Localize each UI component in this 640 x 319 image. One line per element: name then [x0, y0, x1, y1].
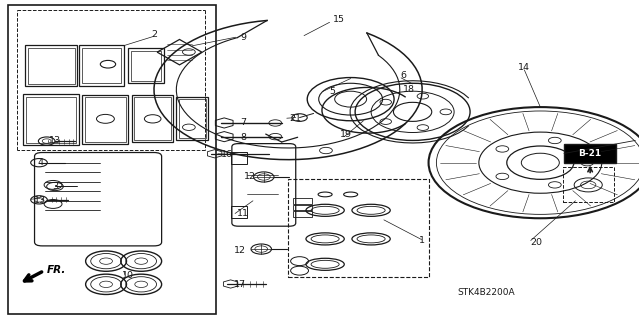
- Text: 9: 9: [241, 33, 246, 42]
- Text: 18: 18: [403, 85, 415, 94]
- Bar: [26, 97, 76, 143]
- Bar: [25, 45, 77, 86]
- Text: 13: 13: [34, 196, 46, 205]
- Text: 17: 17: [234, 280, 246, 289]
- Text: 15: 15: [333, 15, 345, 24]
- Text: 12: 12: [234, 246, 246, 255]
- Bar: [179, 99, 205, 138]
- Bar: [293, 204, 312, 210]
- Bar: [176, 97, 208, 140]
- Text: 8: 8: [241, 133, 246, 142]
- Text: 12: 12: [244, 173, 256, 182]
- Text: STK4B2200A: STK4B2200A: [457, 288, 515, 297]
- Bar: [79, 45, 124, 86]
- Bar: [563, 167, 614, 202]
- Bar: [230, 152, 246, 164]
- Text: B-21: B-21: [579, 149, 602, 158]
- Bar: [8, 5, 216, 314]
- Bar: [28, 48, 75, 84]
- Text: FR.: FR.: [47, 265, 66, 275]
- Text: 21: 21: [290, 114, 301, 123]
- Bar: [132, 95, 173, 142]
- Bar: [85, 97, 126, 142]
- Bar: [83, 95, 129, 144]
- Text: 20: 20: [530, 238, 542, 247]
- Text: 13: 13: [49, 136, 61, 145]
- Text: 7: 7: [241, 118, 246, 128]
- Text: 16: 16: [221, 150, 234, 159]
- Text: 14: 14: [518, 63, 531, 72]
- Text: 19: 19: [340, 130, 351, 138]
- Bar: [288, 179, 429, 277]
- Text: 3: 3: [52, 182, 58, 191]
- Bar: [82, 48, 122, 83]
- Text: 2: 2: [151, 30, 157, 39]
- Text: 10: 10: [122, 271, 134, 280]
- Bar: [23, 94, 79, 145]
- Bar: [230, 205, 246, 218]
- Bar: [293, 198, 312, 204]
- Text: 5: 5: [330, 87, 336, 96]
- Bar: [129, 48, 164, 83]
- Bar: [564, 144, 616, 163]
- Bar: [293, 211, 312, 217]
- Text: 11: 11: [237, 209, 250, 218]
- Text: 1: 1: [419, 236, 425, 245]
- Text: 6: 6: [400, 71, 406, 80]
- Bar: [131, 51, 161, 81]
- Bar: [134, 97, 171, 140]
- Text: 4: 4: [37, 158, 44, 167]
